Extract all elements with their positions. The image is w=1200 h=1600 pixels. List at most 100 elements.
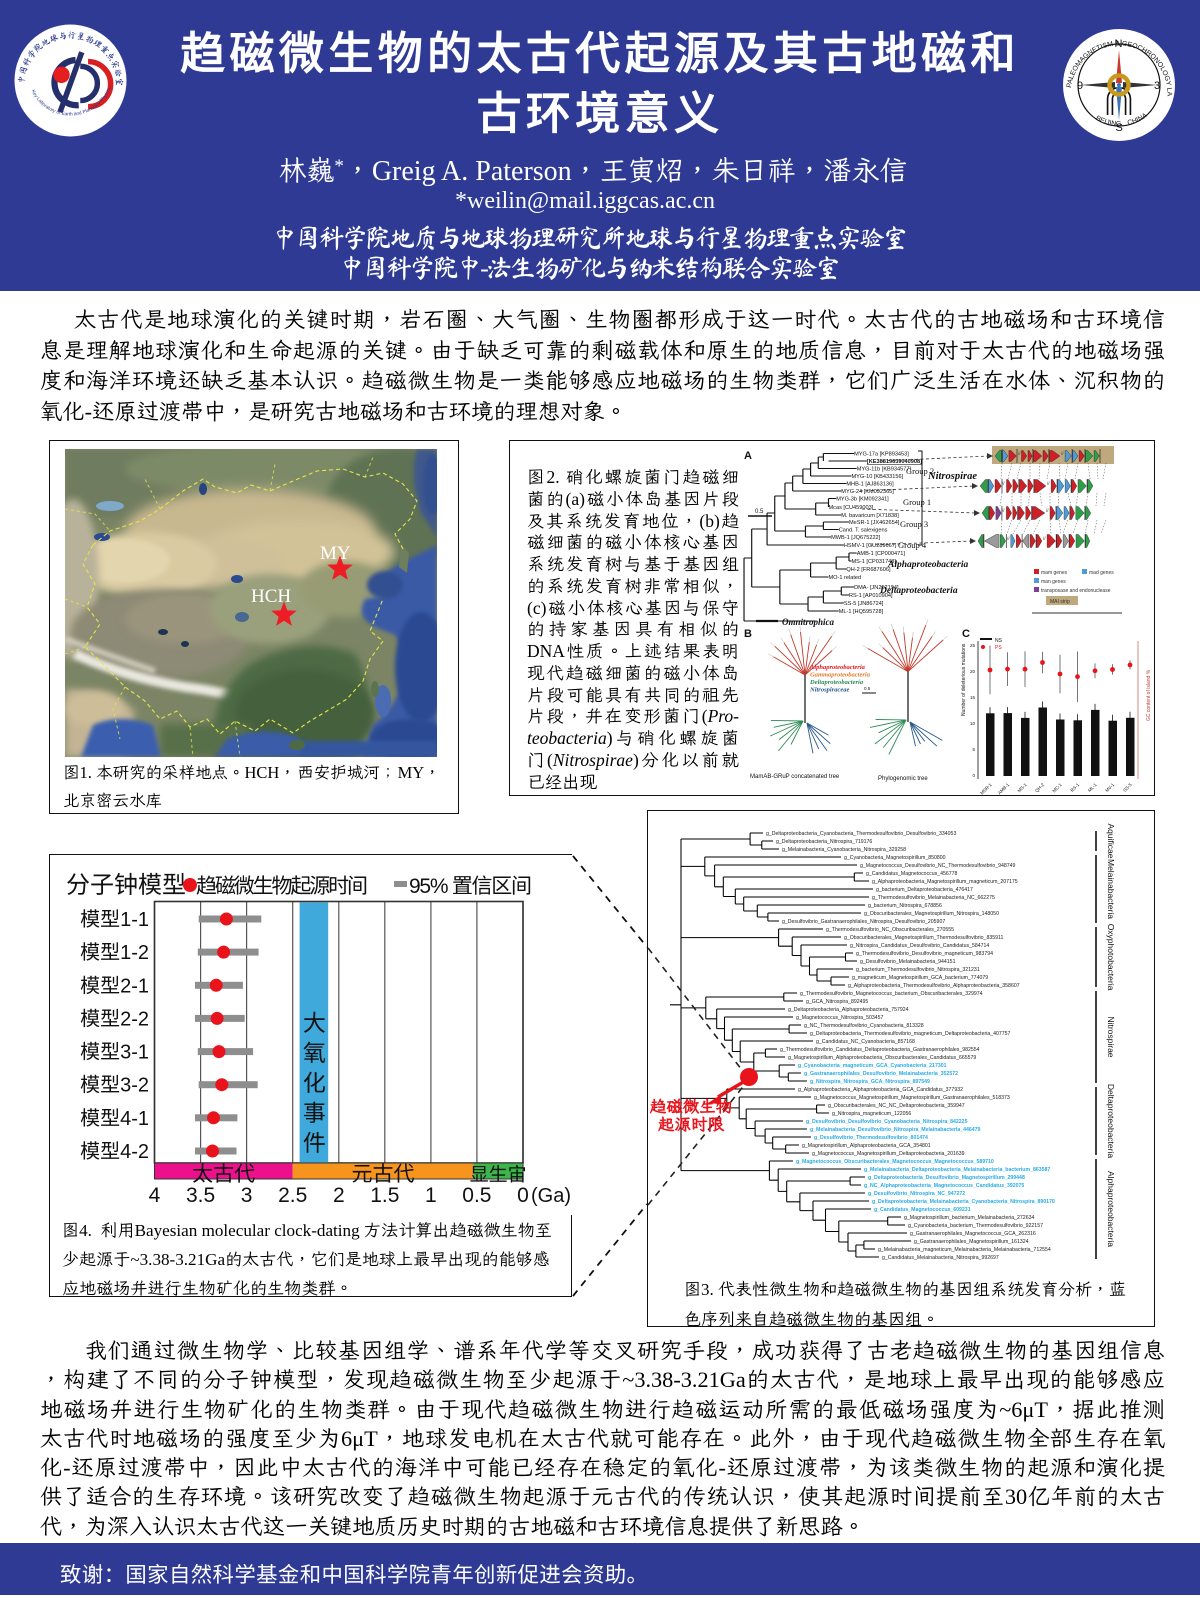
svg-text:1: 1 [425, 1184, 437, 1207]
svg-text://: // [1043, 536, 1046, 541]
svg-text:2.5: 2.5 [278, 1184, 307, 1207]
svg-text:Nitrospirae: Nitrospirae [927, 471, 977, 482]
svg-text:mam genes: mam genes [1041, 570, 1068, 576]
svg-text:N: N [1115, 38, 1123, 50]
svg-text:g_Deltaproteobacteria_Nitrospi: g_Deltaproteobacteria_Nitrospira_719176 [776, 839, 872, 845]
svg-text:Nitrospirae: Nitrospirae [1106, 1016, 1116, 1057]
svg-text:AMB-1: AMB-1 [997, 782, 1011, 796]
svg-text:Phylogenomic tree: Phylogenomic tree [878, 776, 928, 782]
svg-text:g_Thermodesulfovibrio_Desulfov: g_Thermodesulfovibrio_Desulfovibrio_magn… [856, 951, 993, 957]
svg-text:25: 25 [970, 643, 976, 648]
svg-text:RS-1 [AP010904]: RS-1 [AP010904] [849, 593, 893, 599]
svg-text:太古代: 太古代 [192, 1163, 255, 1186]
svg-text:MYG-10 [KB433156]: MYG-10 [KB433156] [852, 474, 904, 480]
svg-text:MYG-17a [KP893453]: MYG-17a [KP893453] [854, 452, 909, 458]
svg-text:ML-1: ML-1 [1087, 782, 1098, 793]
svg-text://: // [1018, 451, 1021, 456]
svg-text:g_Desulfovibrio_Thermodesulfov: g_Desulfovibrio_Thermodesulfovibrio_8014… [814, 1135, 928, 1141]
svg-text:MWB-1 [JQ675222]: MWB-1 [JQ675222] [831, 535, 881, 541]
svg-text:g_Magnetococcus_Desulfovibrio_: g_Magnetococcus_Desulfovibrio_NC_Thermod… [860, 863, 1016, 869]
svg-text:0.5: 0.5 [462, 1184, 491, 1207]
svg-text:RS-1: RS-1 [1069, 782, 1080, 793]
svg-text:MamAB-GRuP concatenated tree: MamAB-GRuP concatenated tree [750, 774, 840, 780]
svg-text:g_Magnetospirillum_Alphaproteo: g_Magnetospirillum_Alphaproteobacteria_O… [788, 1055, 976, 1061]
svg-text:20: 20 [970, 669, 976, 674]
svg-text:3: 3 [1154, 80, 1160, 92]
svg-text:A: A [744, 450, 752, 462]
svg-text:g_Desulfovibrio_Nitrospira_NC_: g_Desulfovibrio_Nitrospira_NC_947272 [868, 1191, 965, 1197]
svg-text:g_Magnetococcus_Obscuribactera: g_Magnetococcus_Obscuribacterales_Magnet… [796, 1159, 994, 1165]
svg-text:MS-1 [CP031743]: MS-1 [CP031743] [852, 559, 897, 565]
svg-text:Group 2: Group 2 [906, 466, 934, 476]
svg-text:0: 0 [517, 1184, 529, 1207]
svg-text:S: S [1116, 122, 1123, 134]
svg-text:[KE38819639040908]: [KE38819639040908] [867, 459, 922, 465]
svg-text:g_bacterium_Nitrospira_678856: g_bacterium_Nitrospira_678856 [868, 903, 942, 909]
svg-text:3.5: 3.5 [186, 1184, 215, 1207]
svg-text:1.5: 1.5 [370, 1184, 399, 1207]
svg-text:0.5: 0.5 [864, 686, 871, 691]
svg-text:0: 0 [972, 773, 975, 778]
svg-text:SS-5 [JN86724]: SS-5 [JN86724] [844, 601, 884, 607]
svg-text:transposase and endonuclease: transposase and endonuclease [1041, 588, 1111, 594]
svg-text:MAI strip: MAI strip [1050, 599, 1070, 605]
svg-text:NS: NS [995, 638, 1003, 644]
svg-text:g_Thermodesulfovibrio_NC_Obscu: g_Thermodesulfovibrio_NC_Obscuribacteral… [826, 927, 954, 933]
svg-text:g_NC_Thermodesulfovibrio_Cyano: g_NC_Thermodesulfovibrio_Cyanobacteria_8… [804, 1023, 924, 1029]
svg-text:man genes: man genes [1041, 579, 1066, 585]
svg-text:g_Thermodesulfovibrio_Magnetoc: g_Thermodesulfovibrio_Magnetococcus_bact… [800, 991, 983, 997]
svg-text:Mcas [CU459003]: Mcas [CU459003] [829, 505, 874, 511]
svg-text:g_Deltaproteobacteria_Cyanobac: g_Deltaproteobacteria_Cyanobacteria_Ther… [766, 831, 956, 837]
svg-text:g_Desulfovibrio_Melainabacteri: g_Desulfovibrio_Melainabacteria_944151 [860, 959, 956, 965]
svg-text:Nitrospiraceae: Nitrospiraceae [809, 687, 849, 694]
svg-text:PS: PS [995, 645, 1002, 651]
svg-text:g_Candidatus_Magnetococcus_456: g_Candidatus_Magnetococcus_456778 [866, 871, 958, 877]
svg-text:g_Melainabacteria_Desulfovibri: g_Melainabacteria_Desulfovibrio_Nitrospi… [810, 1127, 981, 1133]
svg-text:g_Obscuribacterales_NC_NC_Delt: g_Obscuribacterales_NC_NC_Deltaproteobac… [828, 1103, 965, 1109]
svg-text:g_Deltaproteobacteria_Melainab: g_Deltaproteobacteria_Melainabacteria_Cy… [872, 1199, 1055, 1205]
svg-text:Aquificae: Aquificae [1106, 824, 1116, 859]
svg-text:Omnitrophica: Omnitrophica [782, 617, 835, 627]
svg-text:g_Cyanobacteria_Magnetospirill: g_Cyanobacteria_Magnetospirillum_850800 [844, 855, 946, 861]
svg-text:(Ga): (Ga) [531, 1185, 571, 1207]
svg-text:g_Deltaproteobacteria_Desulfov: g_Deltaproteobacteria_Desulfovibrio_Magn… [868, 1175, 1025, 1181]
svg-text:MYG-3b [KM092341]: MYG-3b [KM092341] [836, 497, 889, 503]
svg-text://: // [1002, 508, 1005, 513]
svg-text:Deltaproteobacteria: Deltaproteobacteria [1106, 1084, 1116, 1158]
svg-text:趋磁微生物起源时间: 趋磁微生物起源时间 [196, 875, 368, 898]
svg-text:g_Desulfovibrio_Desulfovibrio_: g_Desulfovibrio_Desulfovibrio_Cyanobacte… [806, 1119, 968, 1125]
svg-text:MHB-1 [AJ863136]: MHB-1 [AJ863136] [846, 482, 894, 488]
svg-text:Alphaproteobacteria: Alphaproteobacteria [809, 664, 866, 671]
svg-text:Melainabacteria: Melainabacteria [1106, 859, 1116, 919]
svg-text:g_GCA_Nitrospira_892495: g_GCA_Nitrospira_892495 [806, 999, 868, 1005]
svg-text:MYG-11b [KB934577]: MYG-11b [KB934577] [857, 467, 912, 473]
svg-text:g_Magnetospirillum_bacterium_M: g_Magnetospirillum_bacterium_Melainabact… [904, 1215, 1034, 1221]
svg-text:氧: 氧 [303, 1040, 326, 1066]
svg-text:g_Candidatus_Magnetococcus_609: g_Candidatus_Magnetococcus_609231 [874, 1207, 971, 1213]
svg-text:g_Cyanobacteria_magneticum_GCA: g_Cyanobacteria_magneticum_GCA_Cyanobact… [798, 1063, 947, 1069]
svg-text:Oxyphotobacteria: Oxyphotobacteria [1106, 924, 1116, 991]
svg-text:g_Magnetospirillum_Alphaproteo: g_Magnetospirillum_Alphaproteobacteria_G… [802, 1143, 931, 1149]
svg-text:g_Thermodesulfovibrio_Melainab: g_Thermodesulfovibrio_Melainabacteria_NC… [872, 895, 995, 901]
svg-text:95% 置信区间: 95% 置信区间 [409, 875, 532, 898]
svg-text:模型3-1: 模型3-1 [80, 1042, 149, 1064]
svg-text:Number of deleterious mutation: Number of deleterious mutations [961, 643, 967, 716]
svg-text:MC-1: MC-1 [1051, 782, 1063, 794]
svg-text:C: C [962, 628, 970, 640]
svg-text:分子钟模型: 分子钟模型 [66, 872, 186, 899]
svg-text:g_Thermodesulfovibrio_Candidat: g_Thermodesulfovibrio_Candidatus_Deltapr… [780, 1047, 980, 1053]
svg-text:GC content of island %: GC content of island % [1146, 669, 1152, 721]
svg-text:g_Melainabacteria_Deltaproteob: g_Melainabacteria_Deltaproteobacteria_Me… [864, 1167, 1050, 1173]
svg-text:Deltaproteobacteria: Deltaproteobacteria [809, 679, 864, 686]
svg-text:QH-2: QH-2 [1034, 782, 1045, 793]
svg-text:MO-1 related: MO-1 related [829, 575, 862, 581]
svg-text:AMB-1 [CP000471]: AMB-1 [CP000471] [857, 551, 906, 557]
svg-text:g_Obscuribacterales_Magnetospi: g_Obscuribacterales_Magnetospirillum_The… [844, 935, 1003, 941]
svg-text:DMA- [JN252194]: DMA- [JN252194] [854, 585, 899, 591]
svg-text://: // [1061, 451, 1064, 456]
svg-text:g_Gastranaerophilales_Magnetos: g_Gastranaerophilales_Magnetospirillum_1… [914, 1239, 1029, 1245]
svg-text:模型3-2: 模型3-2 [80, 1075, 149, 1097]
svg-text://: // [1007, 536, 1010, 541]
svg-text://: // [1046, 508, 1049, 513]
svg-text:g_Deltaproteobacteria_Alphapro: g_Deltaproteobacteria_Alphaproteobacteri… [788, 1007, 909, 1013]
